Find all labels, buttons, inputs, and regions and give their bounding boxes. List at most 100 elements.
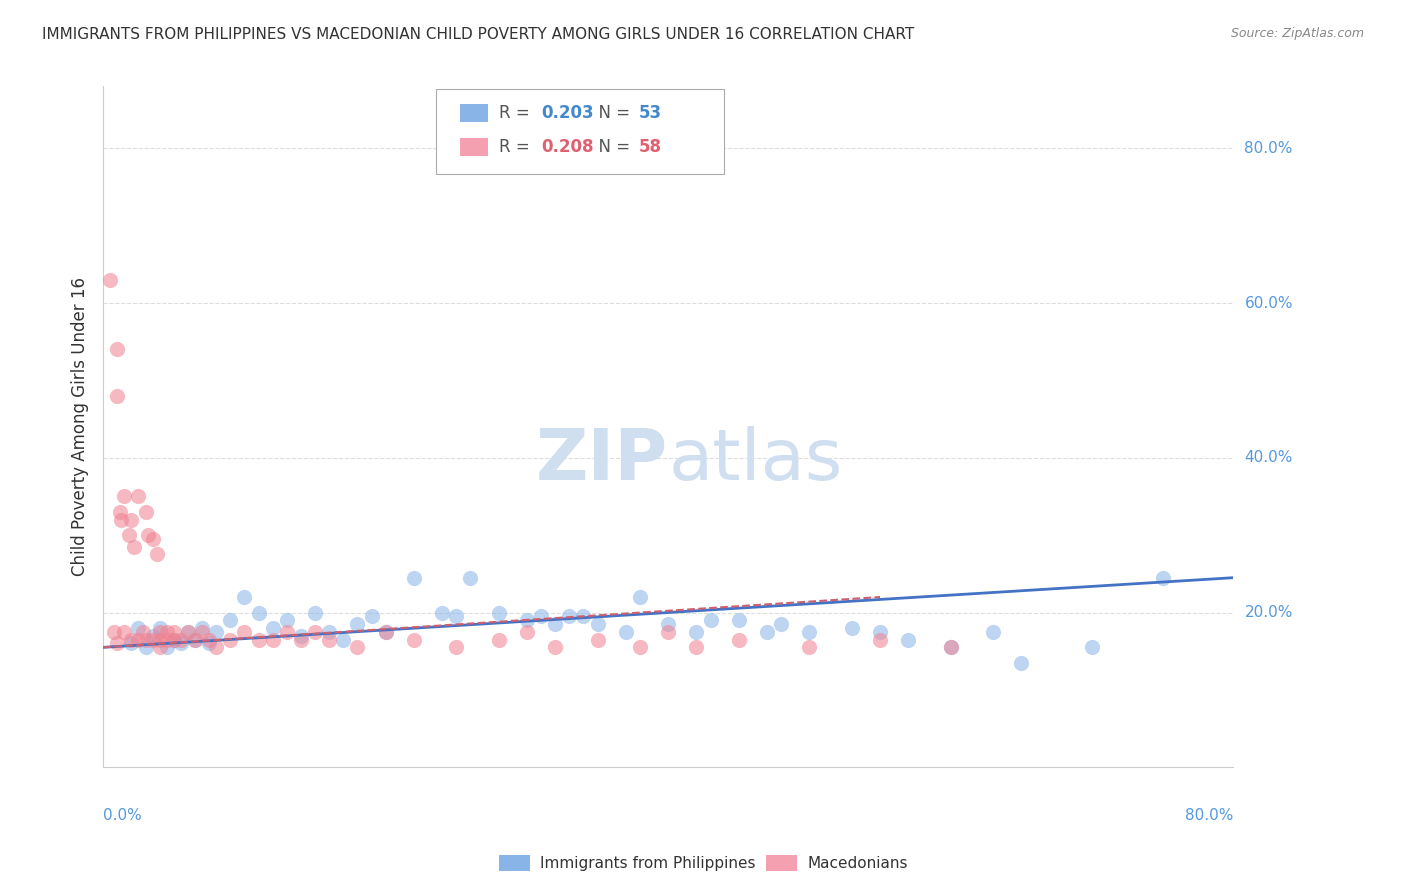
Point [460, 571, 482, 585]
Point [799, 624, 821, 639]
Point [105, 389, 128, 403]
Point [108, 505, 131, 519]
Point [149, 624, 172, 639]
Point [939, 640, 962, 655]
Point [430, 606, 453, 620]
Point [530, 609, 553, 624]
Point [205, 624, 228, 639]
Point [318, 624, 340, 639]
Point [127, 490, 149, 504]
Point [290, 632, 312, 647]
Point [558, 609, 581, 624]
Point [628, 640, 651, 655]
Point [290, 629, 312, 643]
Text: 20.0%: 20.0% [1244, 605, 1294, 620]
Point [122, 540, 145, 554]
Point [131, 624, 153, 639]
Point [446, 640, 468, 655]
Point [112, 490, 135, 504]
Text: 0.208: 0.208 [541, 138, 593, 156]
Point [127, 632, 149, 647]
Point [572, 609, 595, 624]
Point [304, 606, 326, 620]
Point [685, 640, 707, 655]
Point [205, 640, 228, 655]
Point [219, 613, 242, 627]
Point [488, 606, 510, 620]
Point [346, 640, 368, 655]
Point [516, 613, 538, 627]
Point [374, 624, 396, 639]
Point [233, 624, 256, 639]
Point [247, 606, 270, 620]
Point [177, 624, 200, 639]
Text: Macedonians: Macedonians [807, 856, 907, 871]
Point [402, 571, 425, 585]
Point [198, 636, 221, 650]
Point [233, 590, 256, 604]
Point [586, 632, 609, 647]
Text: 58: 58 [638, 138, 661, 156]
Point [163, 632, 186, 647]
Text: Immigrants from Philippines: Immigrants from Philippines [540, 856, 755, 871]
Point [276, 624, 298, 639]
Point [146, 548, 169, 562]
Point [120, 513, 142, 527]
Point [488, 632, 510, 647]
Point [247, 632, 270, 647]
Point [727, 613, 749, 627]
Text: IMMIGRANTS FROM PHILIPPINES VS MACEDONIAN CHILD POVERTY AMONG GIRLS UNDER 16 COR: IMMIGRANTS FROM PHILIPPINES VS MACEDONIA… [42, 27, 914, 42]
Point [628, 590, 651, 604]
Text: N =: N = [588, 138, 636, 156]
Point [939, 640, 962, 655]
Point [614, 624, 637, 639]
Point [699, 613, 721, 627]
Point [120, 632, 142, 647]
Point [170, 636, 193, 650]
Text: 40.0%: 40.0% [1244, 450, 1294, 466]
Point [799, 640, 821, 655]
Point [756, 624, 779, 639]
Point [142, 532, 165, 546]
Point [191, 621, 214, 635]
Point [332, 632, 354, 647]
Point [262, 621, 284, 635]
Point [981, 624, 1004, 639]
Text: 80.0%: 80.0% [1244, 141, 1294, 156]
Point [156, 640, 179, 655]
Text: 53: 53 [638, 104, 661, 122]
Point [276, 613, 298, 627]
Text: 80.0%: 80.0% [1185, 808, 1233, 823]
Text: atlas: atlas [668, 426, 842, 495]
Y-axis label: Child Poverty Among Girls Under 16: Child Poverty Among Girls Under 16 [72, 277, 89, 576]
Point [127, 621, 149, 635]
Point [360, 609, 382, 624]
Point [134, 640, 156, 655]
Point [198, 632, 221, 647]
Text: 0.203: 0.203 [541, 104, 593, 122]
Point [134, 505, 156, 519]
Point [446, 609, 468, 624]
Point [586, 617, 609, 632]
Point [1081, 640, 1104, 655]
Text: R =: R = [499, 138, 536, 156]
Point [262, 632, 284, 647]
Point [184, 632, 207, 647]
Point [117, 528, 139, 542]
Point [374, 624, 396, 639]
Point [156, 624, 179, 639]
Point [177, 624, 200, 639]
Point [184, 632, 207, 647]
Point [657, 624, 679, 639]
Point [869, 624, 891, 639]
Point [897, 632, 920, 647]
Point [1010, 656, 1032, 670]
Point [318, 632, 340, 647]
Point [869, 632, 891, 647]
Point [142, 629, 165, 643]
Point [98, 273, 121, 287]
Point [136, 528, 159, 542]
Point [402, 632, 425, 647]
Point [163, 632, 186, 647]
Point [544, 640, 567, 655]
